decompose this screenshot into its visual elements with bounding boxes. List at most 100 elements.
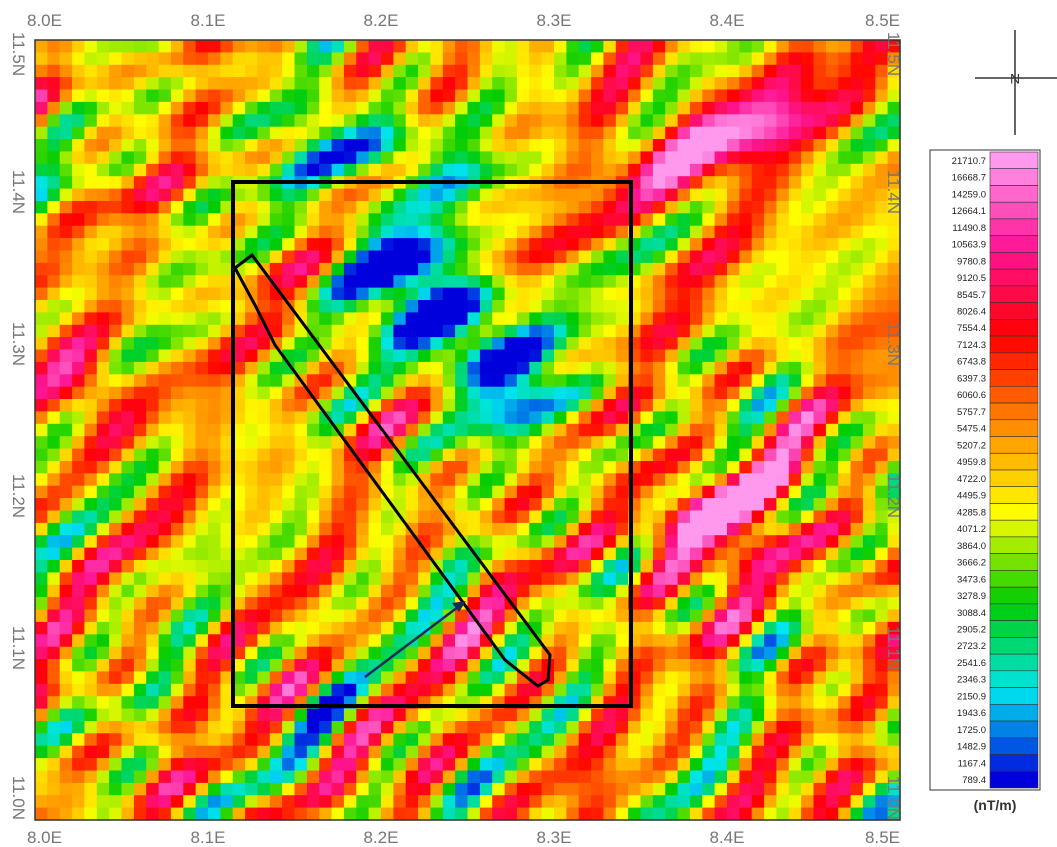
- raster-cell: [505, 560, 518, 573]
- raster-cell: [566, 585, 579, 598]
- raster-cell: [702, 350, 715, 363]
- raster-cell: [517, 548, 530, 561]
- raster-cell: [727, 808, 740, 821]
- raster-cell: [851, 325, 864, 338]
- raster-cell: [863, 40, 876, 53]
- colorbar-label: 5757.7: [957, 407, 986, 418]
- raster-cell: [801, 312, 814, 325]
- raster-cell: [171, 473, 184, 486]
- raster-cell: [208, 585, 221, 598]
- raster-cell: [344, 127, 357, 140]
- raster-cell: [678, 300, 691, 313]
- raster-cell: [60, 597, 73, 610]
- raster-cell: [566, 449, 579, 462]
- raster-cell: [875, 151, 888, 164]
- raster-cell: [455, 114, 468, 127]
- raster-cell: [603, 238, 616, 251]
- raster-cell: [332, 535, 345, 548]
- raster-cell: [653, 511, 666, 524]
- raster-cell: [739, 486, 752, 499]
- raster-cell: [295, 548, 308, 561]
- raster-cell: [888, 733, 901, 746]
- colorbar-swatch: [990, 403, 1038, 420]
- raster-cell: [270, 671, 283, 684]
- raster-cell: [295, 424, 308, 437]
- raster-cell: [146, 535, 159, 548]
- raster-cell: [47, 622, 60, 635]
- raster-cell: [826, 424, 839, 437]
- raster-cell: [134, 77, 147, 90]
- raster-cell: [406, 40, 419, 53]
- raster-cell: [616, 597, 629, 610]
- raster-cell: [739, 659, 752, 672]
- raster-cell: [492, 226, 505, 239]
- raster-cell: [603, 424, 616, 437]
- raster-cell: [554, 102, 567, 115]
- raster-cell: [579, 40, 592, 53]
- raster-cell: [270, 238, 283, 251]
- raster-cell: [616, 226, 629, 239]
- raster-cell: [455, 65, 468, 78]
- raster-cell: [381, 226, 394, 239]
- raster-cell: [789, 213, 802, 226]
- raster-cell: [171, 114, 184, 127]
- raster-cell: [72, 374, 85, 387]
- raster-cell: [801, 610, 814, 623]
- raster-cell: [529, 325, 542, 338]
- raster-cell: [282, 312, 295, 325]
- raster-cell: [838, 622, 851, 635]
- raster-cell: [319, 498, 332, 511]
- raster-cell: [72, 535, 85, 548]
- raster-cell: [739, 634, 752, 647]
- raster-cell: [801, 337, 814, 350]
- raster-cell: [616, 746, 629, 759]
- raster-cell: [579, 449, 592, 462]
- raster-cell: [480, 411, 493, 424]
- raster-cell: [603, 189, 616, 202]
- raster-cell: [134, 622, 147, 635]
- raster-cell: [60, 424, 73, 437]
- raster-cell: [838, 436, 851, 449]
- raster-cell: [641, 597, 654, 610]
- raster-cell: [171, 127, 184, 140]
- raster-cell: [245, 523, 258, 536]
- raster-cell: [678, 486, 691, 499]
- raster-cell: [282, 90, 295, 103]
- raster-cell: [752, 523, 765, 536]
- raster-cell: [295, 498, 308, 511]
- raster-cell: [393, 151, 406, 164]
- raster-cell: [35, 275, 48, 288]
- raster-cell: [171, 795, 184, 808]
- raster-cell: [678, 238, 691, 251]
- raster-cell: [468, 771, 481, 784]
- raster-cell: [665, 511, 678, 524]
- raster-cell: [282, 597, 295, 610]
- raster-cell: [393, 523, 406, 536]
- raster-cell: [418, 238, 431, 251]
- raster-cell: [715, 424, 728, 437]
- raster-cell: [257, 647, 270, 660]
- raster-cell: [554, 771, 567, 784]
- raster-cell: [529, 424, 542, 437]
- raster-cell: [344, 337, 357, 350]
- raster-cell: [208, 411, 221, 424]
- raster-cell: [616, 585, 629, 598]
- raster-cell: [356, 634, 369, 647]
- raster-cell: [319, 684, 332, 697]
- raster-cell: [183, 808, 196, 821]
- raster-cell: [529, 498, 542, 511]
- raster-cell: [356, 114, 369, 127]
- raster-cell: [307, 634, 320, 647]
- raster-cell: [257, 189, 270, 202]
- raster-cell: [875, 114, 888, 127]
- raster-cell: [97, 151, 110, 164]
- raster-cell: [72, 189, 85, 202]
- raster-cell: [888, 572, 901, 585]
- raster-cell: [752, 758, 765, 771]
- raster-cell: [764, 325, 777, 338]
- raster-cell: [579, 548, 592, 561]
- raster-cell: [480, 808, 493, 821]
- raster-cell: [505, 783, 518, 796]
- raster-cell: [591, 90, 604, 103]
- raster-cell: [468, 275, 481, 288]
